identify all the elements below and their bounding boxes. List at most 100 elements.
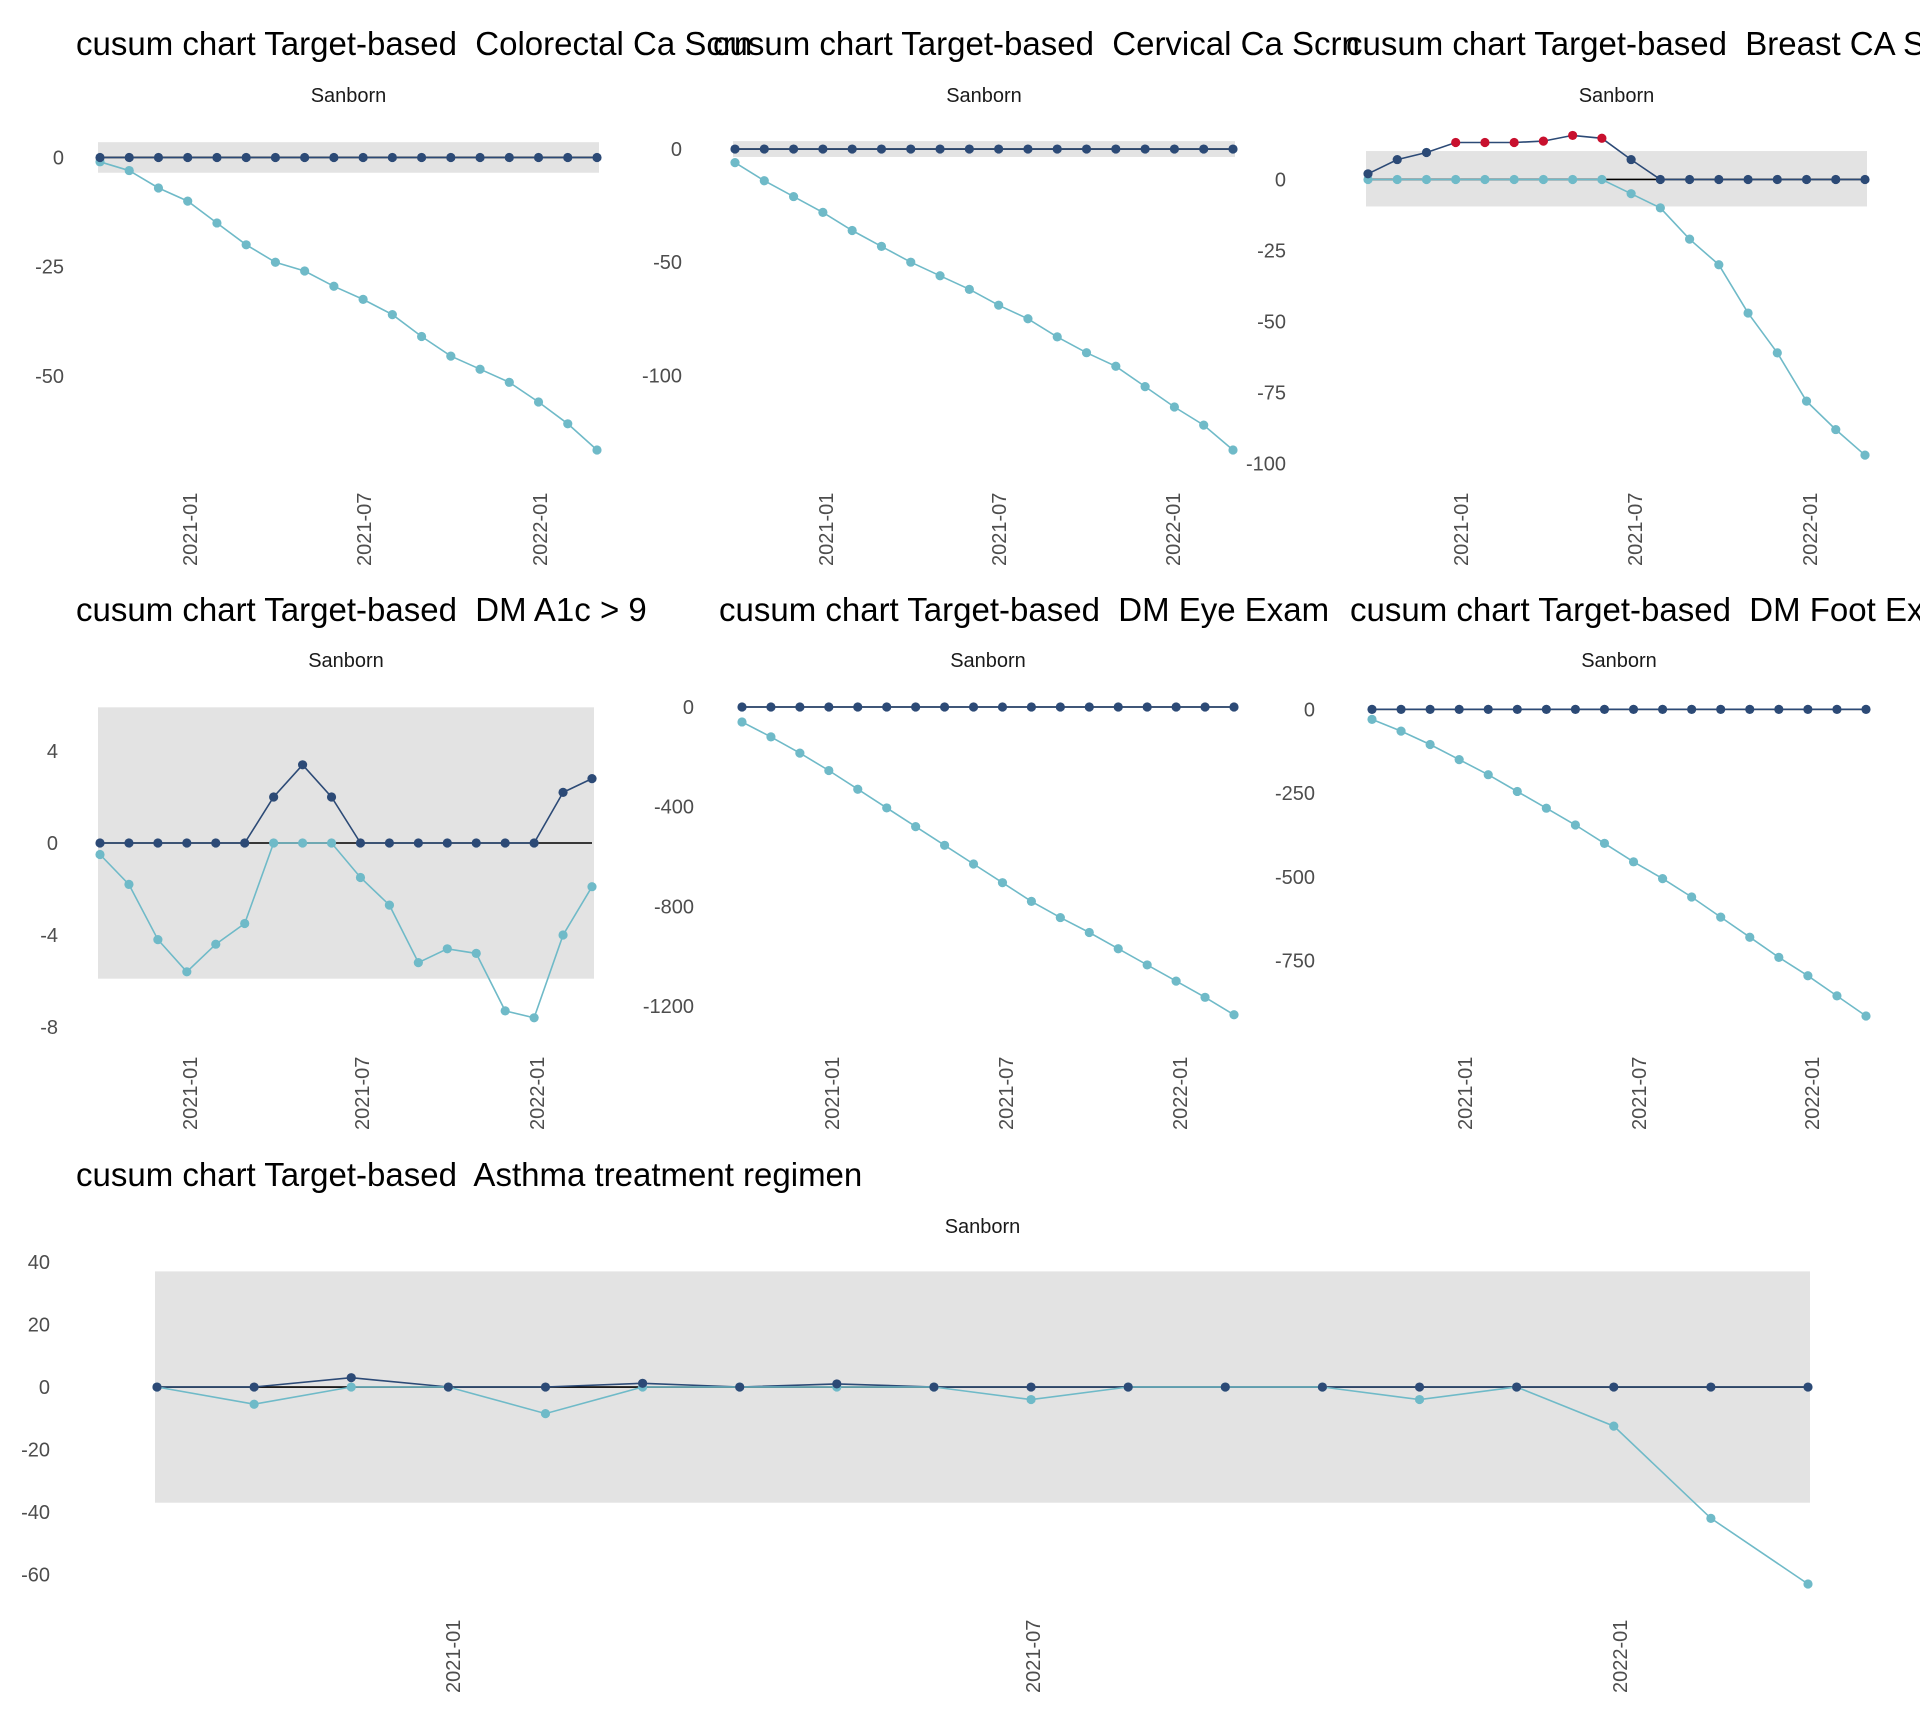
data-point-upper: [1480, 137, 1490, 148]
data-point-upper: [1023, 144, 1033, 154]
chart-panel: Sanborn 0 -250 -500 -750 2021-01 2021-07 2022-0…: [1275, 650, 1871, 1130]
data-point-upper: [737, 702, 747, 712]
y-tick-label: -50: [1257, 312, 1286, 334]
data-point-upper: [637, 1378, 648, 1388]
data-point-lower: [355, 872, 366, 883]
data-point-lower: [1228, 445, 1238, 455]
data-point-upper: [1803, 1382, 1813, 1392]
y-tick-label: -1200: [643, 996, 694, 1018]
data-point-upper: [1113, 702, 1123, 712]
data-point-lower: [906, 257, 916, 267]
data-point-upper: [529, 838, 539, 848]
data-point-upper: [1169, 144, 1180, 154]
y-tick-label: 0: [1304, 699, 1315, 721]
x-tick-label: 2021-07: [989, 493, 1011, 566]
data-point-lower: [1626, 189, 1636, 199]
data-point-lower: [1803, 971, 1813, 981]
data-point-lower: [1169, 402, 1180, 412]
data-point-lower: [326, 838, 337, 848]
data-point-lower: [968, 859, 979, 869]
data-point-upper: [540, 1382, 551, 1392]
data-point-upper: [1860, 174, 1870, 185]
data-point-upper: [766, 702, 776, 712]
data-point-upper: [882, 702, 892, 712]
data-point-lower: [1229, 1010, 1239, 1020]
data-point-upper: [270, 152, 281, 163]
data-point-lower: [766, 732, 776, 742]
data-point-lower: [876, 241, 887, 251]
data-point-upper: [876, 144, 887, 154]
data-point-lower: [563, 419, 573, 429]
data-point-upper: [1512, 1382, 1522, 1392]
y-tick-label: -50: [653, 252, 682, 274]
data-point-lower: [1541, 803, 1551, 813]
data-point-upper: [1317, 1382, 1328, 1392]
data-point-upper: [1123, 1382, 1133, 1392]
data-point-upper: [249, 1382, 259, 1392]
data-point-upper: [500, 838, 510, 848]
data-point-upper: [297, 760, 308, 770]
data-point-upper: [1425, 704, 1435, 714]
data-point-lower: [1052, 332, 1062, 342]
data-point-lower: [1831, 424, 1841, 435]
data-point-upper: [269, 792, 279, 802]
data-point-upper: [1774, 704, 1784, 714]
data-point-upper: [471, 838, 481, 848]
data-point-upper: [1026, 702, 1037, 712]
data-point-upper: [1597, 133, 1607, 143]
data-point-lower: [1142, 960, 1152, 970]
data-point-lower: [824, 765, 834, 776]
data-point-upper: [1626, 154, 1636, 165]
data-point-lower: [1421, 174, 1432, 185]
data-point-lower: [540, 1409, 551, 1419]
data-point-lower: [240, 918, 250, 929]
data-point-lower: [1655, 203, 1665, 213]
data-point-upper: [1599, 704, 1610, 714]
data-point-lower: [1803, 1579, 1813, 1589]
data-point-upper: [832, 1379, 842, 1389]
data-point-upper: [1483, 704, 1493, 714]
y-tick-label: 40: [28, 1252, 50, 1274]
data-point-upper: [355, 838, 366, 848]
data-point-upper: [1396, 704, 1406, 714]
data-point-upper: [442, 838, 452, 848]
data-point-upper: [847, 144, 857, 154]
data-point-upper: [1655, 174, 1665, 185]
series-line-upper: [100, 763, 593, 844]
data-point-upper: [1512, 704, 1522, 714]
data-point-upper: [939, 702, 950, 712]
data-point-upper: [124, 838, 134, 848]
data-point-upper: [1084, 702, 1094, 712]
data-point-upper: [1716, 704, 1726, 714]
data-point-upper: [906, 144, 916, 154]
data-point-lower: [818, 207, 828, 218]
data-point-upper: [124, 152, 134, 163]
data-point-upper: [788, 144, 799, 154]
data-point-lower: [1716, 912, 1726, 922]
data-point-upper: [929, 1382, 939, 1392]
data-point-lower: [1392, 174, 1402, 185]
panel-title-cervical: cusum chart Target-based Cervical Ca Scr…: [713, 25, 1360, 62]
data-point-lower: [387, 310, 397, 320]
data-point-upper: [329, 152, 339, 163]
data-point-upper: [735, 1382, 745, 1392]
y-tick-label: 0: [671, 139, 682, 161]
x-tick-label: 2022-01: [530, 493, 552, 566]
facet-label: Sanborn: [1579, 85, 1655, 107]
y-tick-label: -75: [1257, 383, 1286, 405]
data-point-upper: [1111, 144, 1121, 154]
data-point-upper: [504, 152, 514, 163]
data-point-upper: [1220, 1382, 1230, 1392]
y-tick-label: -250: [1275, 783, 1315, 805]
data-point-upper: [1454, 704, 1464, 714]
data-point-lower: [847, 225, 857, 236]
x-tick-label: 2021-01: [1451, 493, 1473, 566]
facet-label: Sanborn: [950, 650, 1026, 672]
data-point-upper: [183, 152, 193, 163]
data-point-upper: [241, 152, 251, 163]
facet-label: Sanborn: [1581, 650, 1657, 672]
facet-label: Sanborn: [308, 650, 384, 672]
data-point-upper: [1081, 144, 1092, 154]
x-tick-label: 2021-01: [443, 1620, 465, 1693]
data-point-upper: [1171, 702, 1181, 712]
